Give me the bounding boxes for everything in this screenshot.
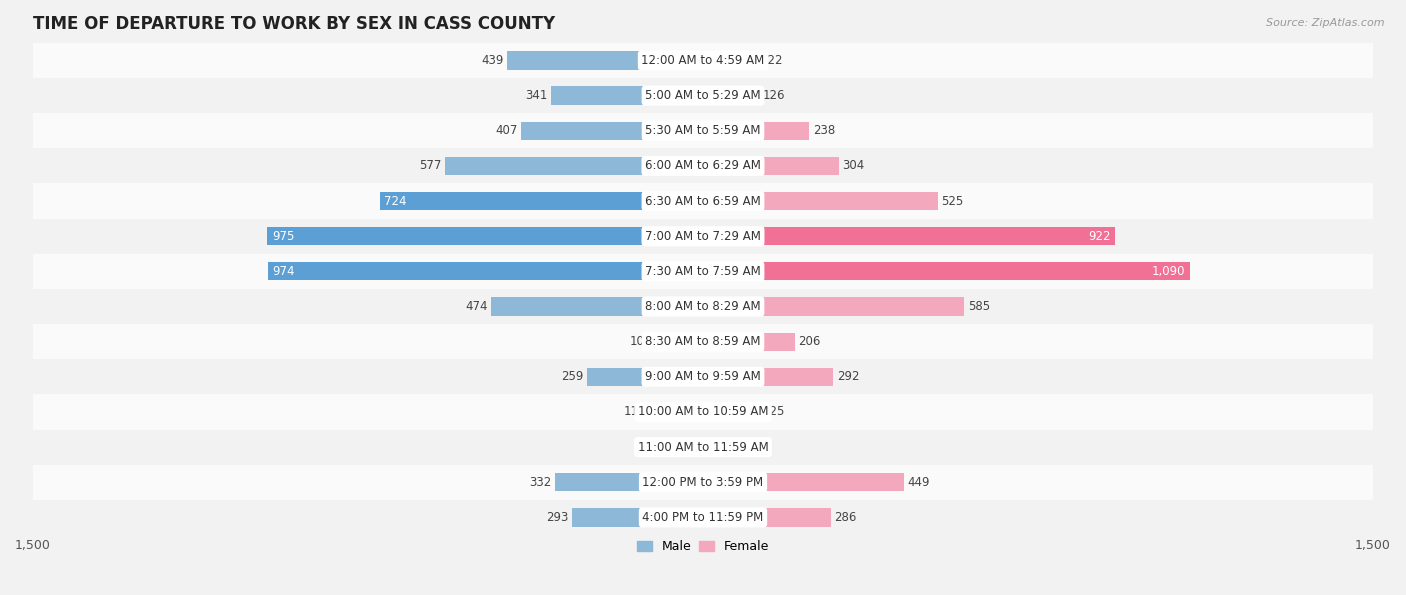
Bar [703,51,758,70]
Text: 332: 332 [529,476,551,488]
Text: Source: ZipAtlas.com: Source: ZipAtlas.com [1267,18,1385,28]
Text: 84: 84 [647,440,662,453]
Bar [655,333,703,351]
Text: 341: 341 [524,89,547,102]
Bar [32,218,1374,254]
Legend: Male, Female: Male, Female [631,536,775,558]
Text: 66: 66 [737,440,751,453]
Bar [703,508,831,527]
Bar [588,368,703,386]
Bar [522,121,703,140]
Text: 585: 585 [967,300,990,313]
Bar [703,438,733,456]
Bar [32,254,1374,289]
Bar [446,156,703,175]
Text: 525: 525 [941,195,963,208]
Bar [269,262,703,280]
Text: 122: 122 [761,54,783,67]
Bar [555,473,703,491]
Text: 4:00 PM to 11:59 PM: 4:00 PM to 11:59 PM [643,511,763,524]
Text: 449: 449 [907,476,929,488]
Bar [32,394,1374,430]
Text: 5:00 AM to 5:29 AM: 5:00 AM to 5:29 AM [645,89,761,102]
Bar [551,86,703,105]
Bar [703,121,810,140]
Bar [32,148,1374,183]
Bar [32,465,1374,500]
Bar [703,403,759,421]
Bar [703,192,938,210]
Bar [703,298,965,315]
Text: 975: 975 [271,230,294,243]
Bar [380,192,703,210]
Bar [703,262,1189,280]
Text: 292: 292 [837,370,859,383]
Text: 125: 125 [762,405,785,418]
Text: 293: 293 [546,511,568,524]
Text: 7:30 AM to 7:59 AM: 7:30 AM to 7:59 AM [645,265,761,278]
Bar [650,403,703,421]
Bar [703,333,794,351]
Bar [32,324,1374,359]
Text: 107: 107 [630,335,651,348]
Text: 474: 474 [465,300,488,313]
Bar [703,473,904,491]
Text: 5:30 AM to 5:59 AM: 5:30 AM to 5:59 AM [645,124,761,137]
Bar [32,113,1374,148]
Bar [703,86,759,105]
Text: 724: 724 [384,195,406,208]
Text: 8:30 AM to 8:59 AM: 8:30 AM to 8:59 AM [645,335,761,348]
Bar [665,438,703,456]
Text: 12:00 PM to 3:59 PM: 12:00 PM to 3:59 PM [643,476,763,488]
Text: 1,090: 1,090 [1152,265,1185,278]
Bar [32,359,1374,394]
Bar [703,227,1115,245]
Text: 439: 439 [481,54,503,67]
Text: 126: 126 [763,89,786,102]
Text: 119: 119 [624,405,647,418]
Bar [32,289,1374,324]
Bar [267,227,703,245]
Text: 10:00 AM to 10:59 AM: 10:00 AM to 10:59 AM [638,405,768,418]
Bar [703,368,834,386]
Text: TIME OF DEPARTURE TO WORK BY SEX IN CASS COUNTY: TIME OF DEPARTURE TO WORK BY SEX IN CASS… [32,15,555,33]
Text: 922: 922 [1088,230,1111,243]
Text: 7:00 AM to 7:29 AM: 7:00 AM to 7:29 AM [645,230,761,243]
Bar [32,183,1374,218]
Text: 238: 238 [813,124,835,137]
Text: 8:00 AM to 8:29 AM: 8:00 AM to 8:29 AM [645,300,761,313]
Bar [32,430,1374,465]
Bar [32,500,1374,535]
Bar [491,298,703,315]
Text: 577: 577 [419,159,441,173]
Text: 11:00 AM to 11:59 AM: 11:00 AM to 11:59 AM [638,440,768,453]
Text: 407: 407 [495,124,517,137]
Text: 6:30 AM to 6:59 AM: 6:30 AM to 6:59 AM [645,195,761,208]
Bar [703,156,839,175]
Bar [32,78,1374,113]
Text: 12:00 AM to 4:59 AM: 12:00 AM to 4:59 AM [641,54,765,67]
Text: 286: 286 [834,511,856,524]
Text: 9:00 AM to 9:59 AM: 9:00 AM to 9:59 AM [645,370,761,383]
Bar [508,51,703,70]
Text: 259: 259 [561,370,583,383]
Text: 6:00 AM to 6:29 AM: 6:00 AM to 6:29 AM [645,159,761,173]
Bar [32,43,1374,78]
Text: 974: 974 [273,265,295,278]
Text: 304: 304 [842,159,865,173]
Text: 206: 206 [799,335,821,348]
Bar [572,508,703,527]
